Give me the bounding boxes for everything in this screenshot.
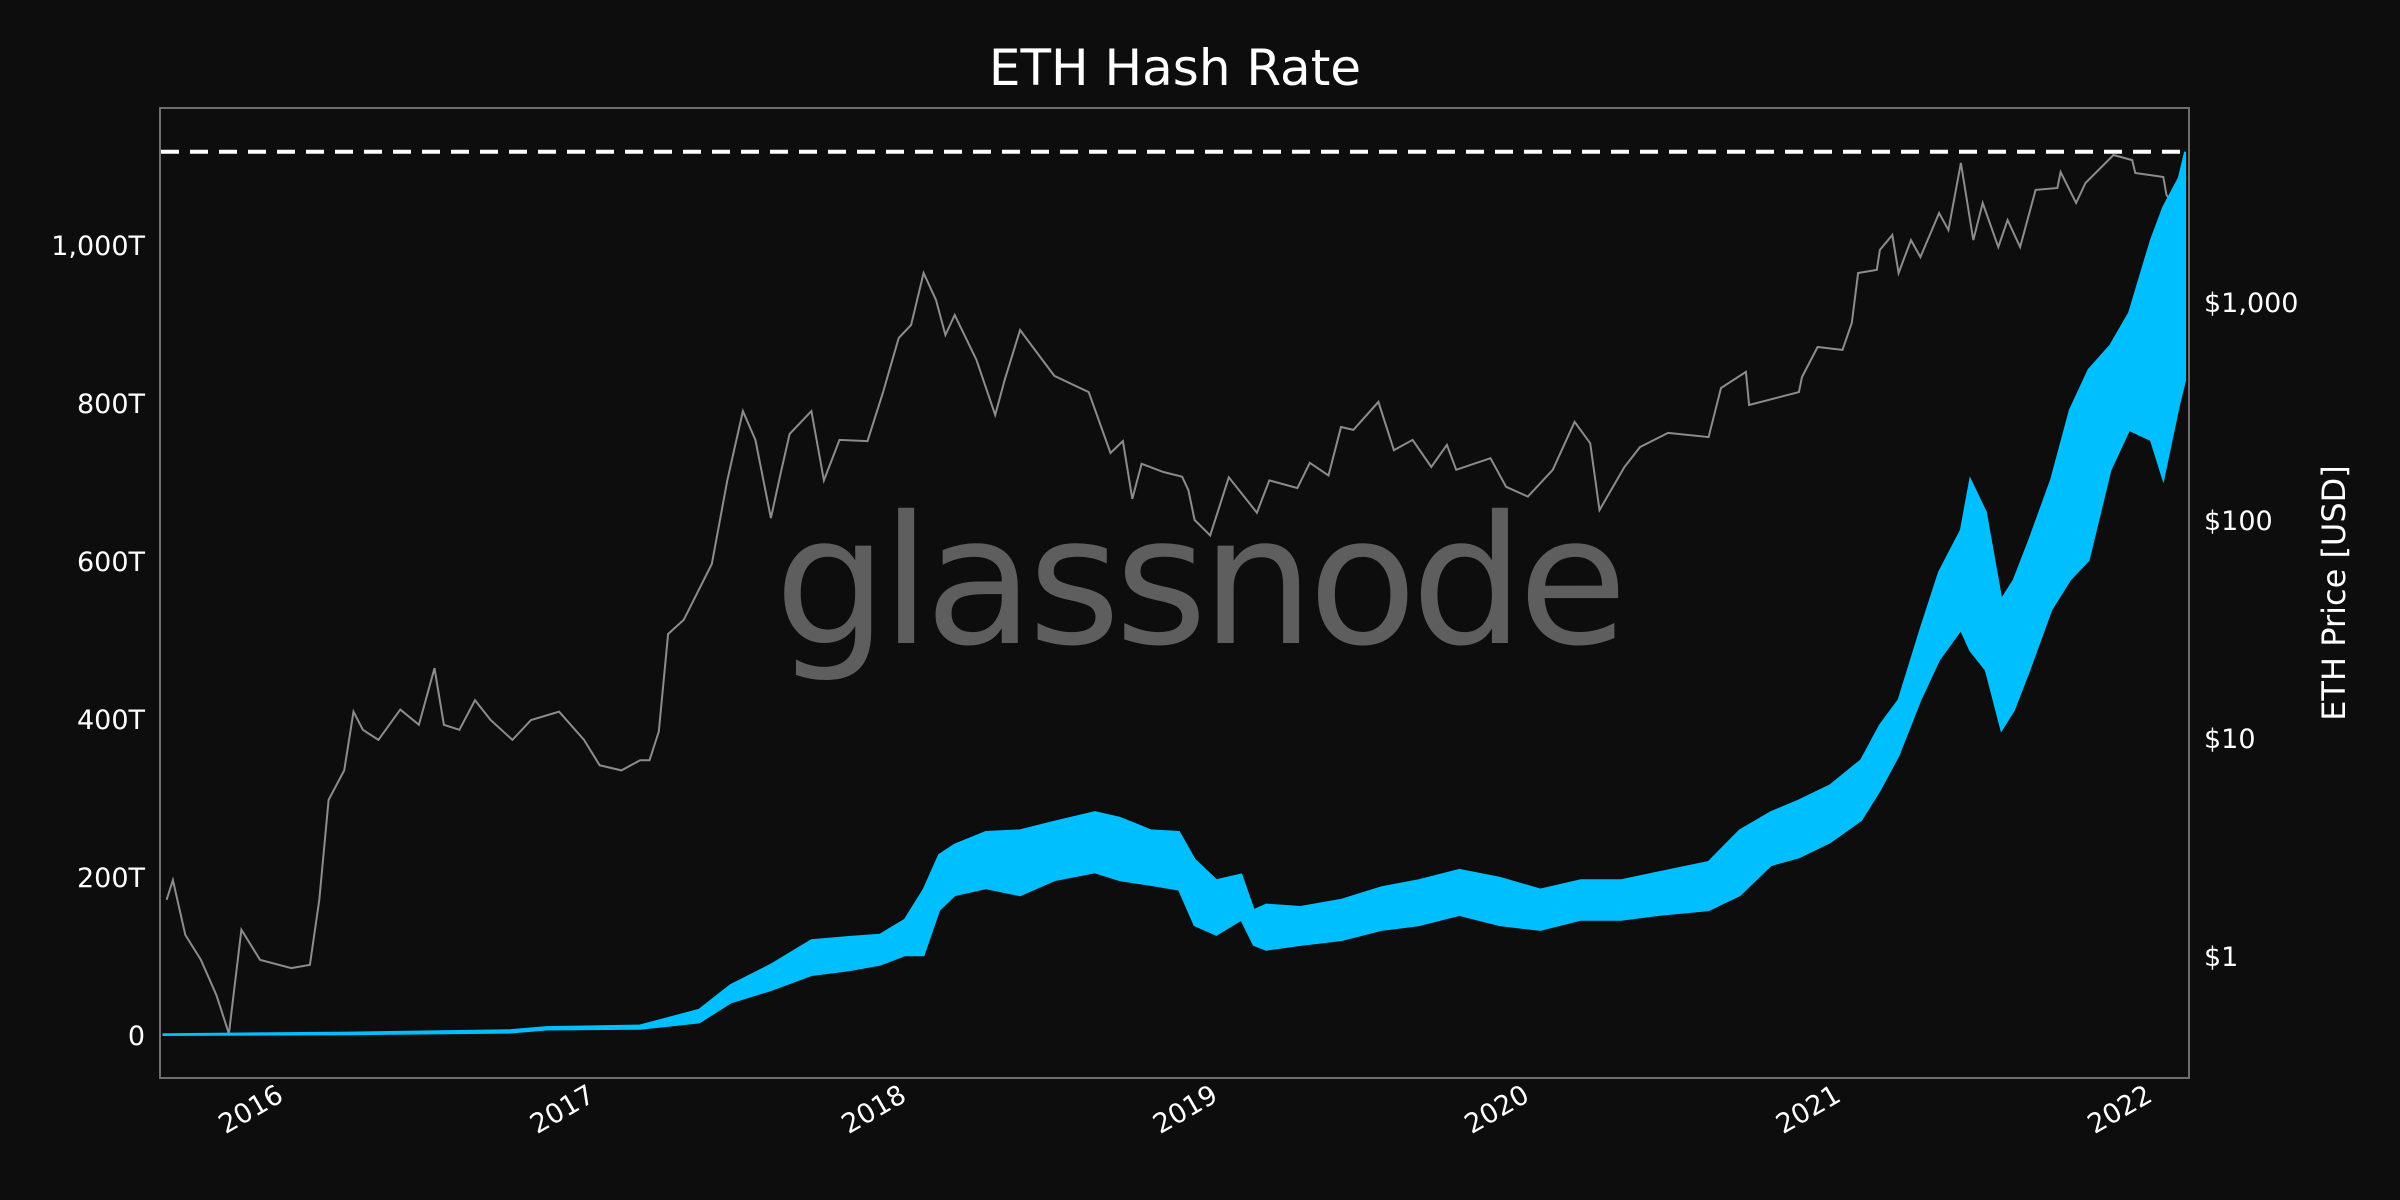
y-axis-right: $1 $10 $100 $1,000 xyxy=(2204,288,2298,973)
chart-title: ETH Hash Rate xyxy=(989,39,1361,97)
y-left-tick-label: 200T xyxy=(77,863,146,894)
price-line xyxy=(165,153,2183,1035)
y-left-tick-label: 1,000T xyxy=(51,231,145,262)
y-right-tick-label: $1,000 xyxy=(2204,288,2298,319)
y-left-tick-label: 400T xyxy=(77,705,146,736)
y-right-tick-label: $10 xyxy=(2204,724,2256,755)
y-axis-right-label: ETH Price [USD] xyxy=(2315,465,2353,721)
plot-area: glassnode xyxy=(159,107,2190,1079)
y-left-tick-label: 600T xyxy=(77,547,146,578)
y-right-tick-label: $1 xyxy=(2204,942,2238,973)
watermark-logo: glassnode xyxy=(774,478,1621,685)
y-axis-left: 0 200T 400T 600T 800T 1,000T xyxy=(51,231,145,1052)
plot-frame xyxy=(159,107,2190,1079)
hash-rate-band xyxy=(162,151,2187,1037)
y-left-tick-label: 0 xyxy=(128,1021,145,1052)
y-right-tick-label: $100 xyxy=(2204,506,2273,537)
y-left-tick-label: 800T xyxy=(77,389,146,420)
